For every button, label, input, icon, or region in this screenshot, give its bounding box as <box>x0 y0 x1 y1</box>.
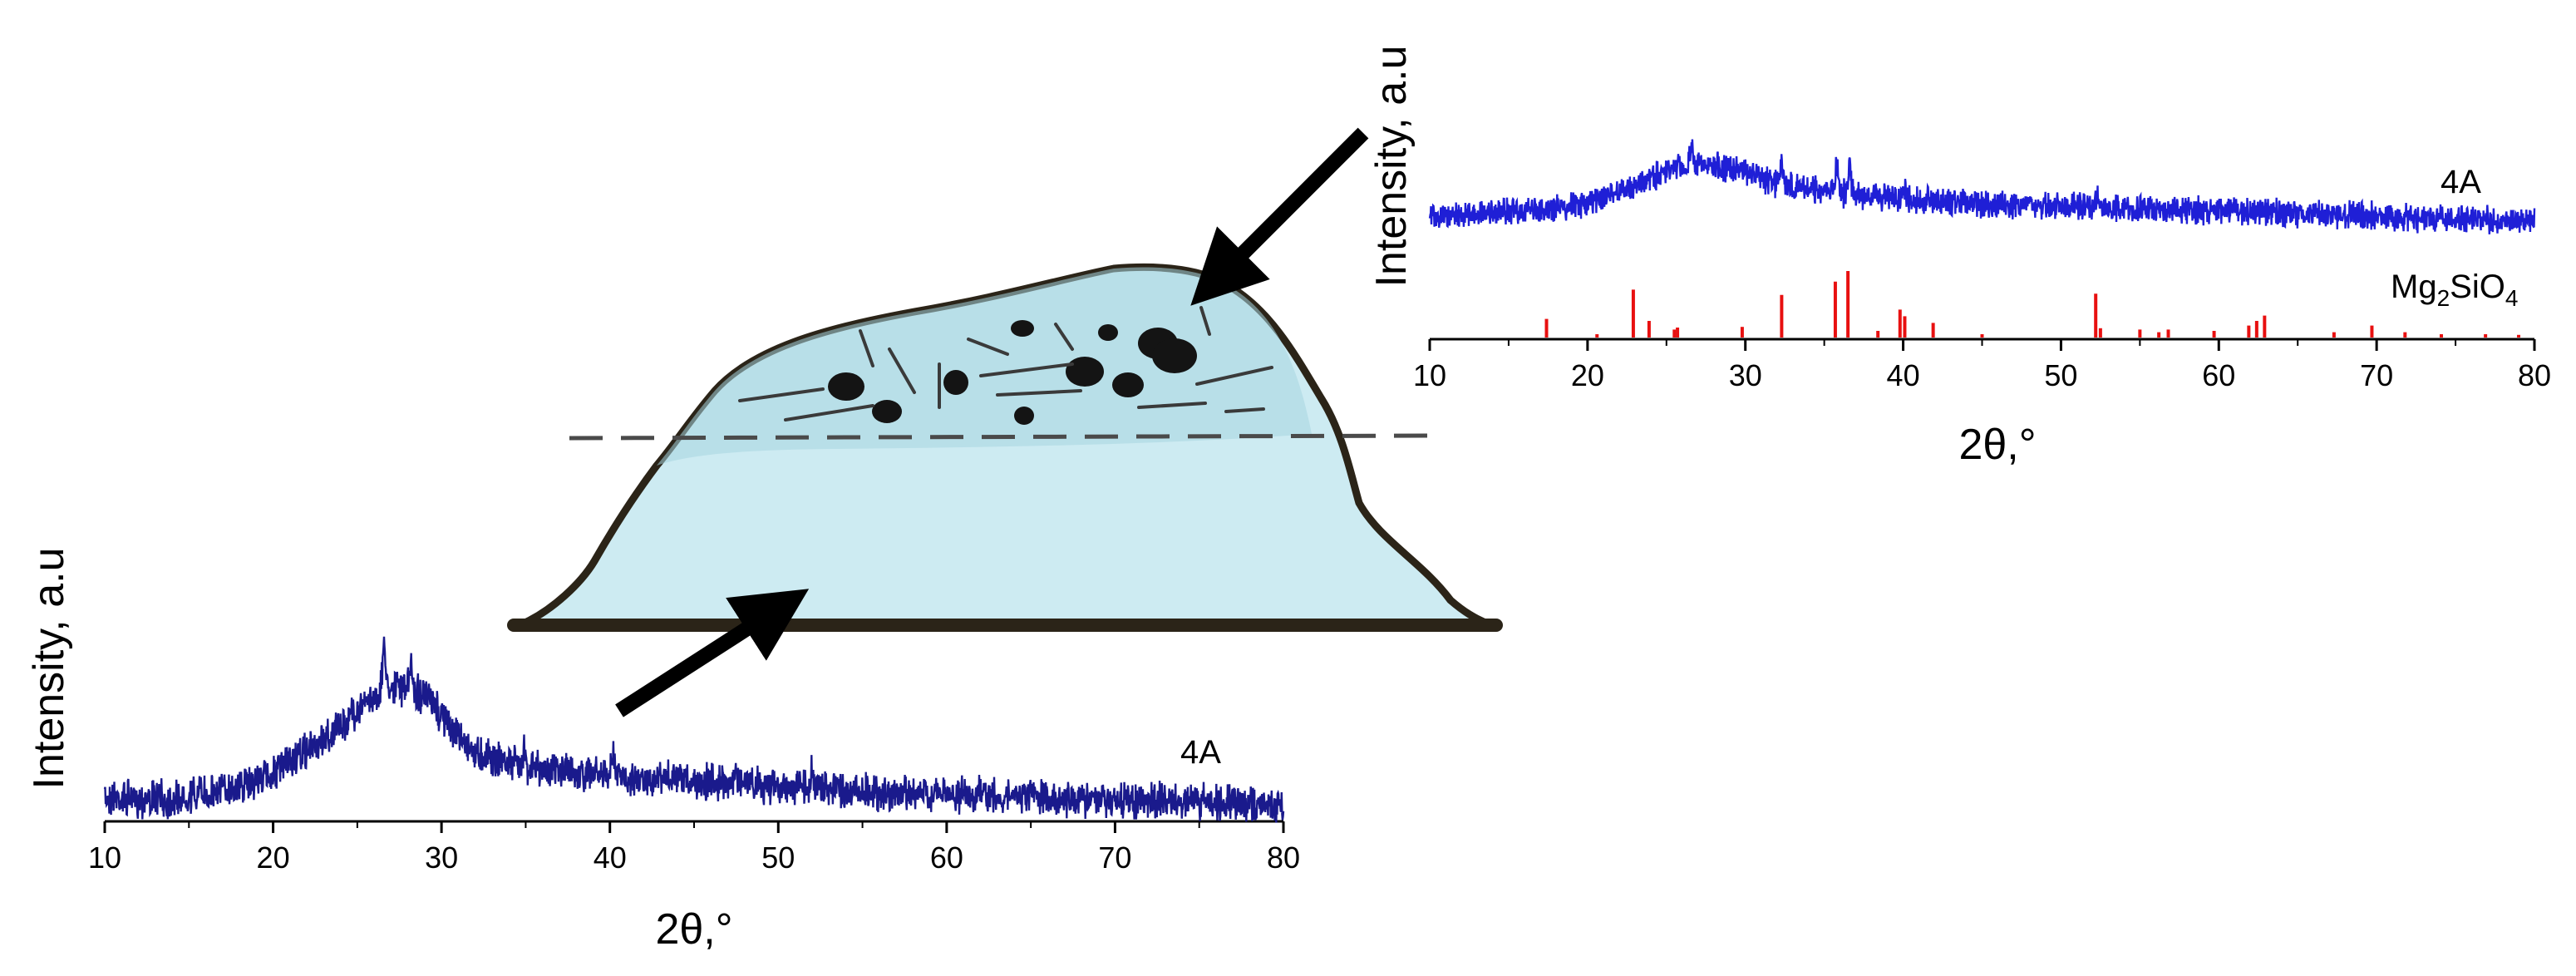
x-tick-label: 70 <box>1098 840 1131 875</box>
x-tick-label: 60 <box>2202 358 2235 392</box>
x-tick-label: 50 <box>761 840 795 875</box>
x-tick-label: 30 <box>425 840 458 875</box>
series-4a-line <box>103 636 1285 823</box>
x-tick-label: 20 <box>257 840 290 875</box>
x-tick-label: 20 <box>1571 358 1604 392</box>
fibres <box>738 306 1273 421</box>
arrow-to-bottom-region <box>615 589 810 717</box>
x-tick-label: 50 <box>2044 358 2077 392</box>
legend-label-4a: 4A <box>2441 164 2481 200</box>
legend-label-mg2sio4: Mg2SiO4 <box>2391 269 2518 311</box>
x-tick-label: 40 <box>1887 358 1920 392</box>
xrd-chart-bottom-left: 10 20 30 40 50 60 70 80 2θ,° Intensity, a.u 4A <box>25 548 1300 954</box>
series-group <box>103 636 1285 823</box>
x-ticks: 10 20 30 40 50 60 70 80 <box>88 821 1300 875</box>
y-axis-label: Intensity, a.u <box>25 548 73 790</box>
x-ticks: 10 20 30 40 50 60 70 80 <box>1413 339 2551 392</box>
x-tick-label: 80 <box>2518 358 2551 392</box>
series-group <box>1428 139 2536 338</box>
x-axis-label: 2θ,° <box>1958 421 2036 469</box>
x-tick-label: 10 <box>1413 358 1446 392</box>
x-tick-label: 30 <box>1729 358 1762 392</box>
y-axis-label: Intensity, a.u <box>1367 46 1416 288</box>
x-tick-label: 80 <box>1267 840 1300 875</box>
pores <box>828 320 1197 425</box>
coating-droplet-illustration <box>507 263 1503 632</box>
arrow-to-top-region <box>1190 127 1369 306</box>
x-tick-label: 10 <box>88 840 121 875</box>
x-axis-label: 2θ,° <box>655 905 732 954</box>
x-tick-label: 60 <box>930 840 963 875</box>
interface-dashed-line <box>569 433 1439 441</box>
x-tick-label: 40 <box>594 840 627 875</box>
porous-top-region <box>657 267 1312 466</box>
series-4a-line <box>1428 139 2536 234</box>
x-tick-label: 70 <box>2360 358 2393 392</box>
xrd-chart-top-right: 10 20 30 40 50 60 70 80 2θ,° Intensity, a.u 4A … <box>1367 46 2551 469</box>
legend-label-4a: 4A <box>1180 734 1221 771</box>
